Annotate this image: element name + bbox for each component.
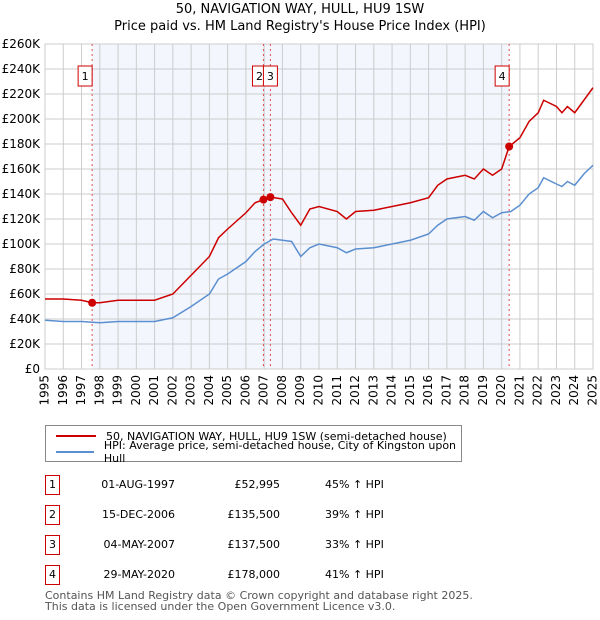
transaction-hpi-change: 45% ↑ HPI [325,478,384,491]
transaction-date: 04-MAY-2007 [103,538,175,551]
y-tick-label: £120K [2,212,42,226]
sale-label-box [77,65,93,87]
legend-item-property: 50, NAVIGATION WAY, HULL, HU9 1SW (semi-… [56,428,447,444]
x-tick-label: 2012 [348,375,362,406]
x-tick-label: 2023 [549,375,563,406]
x-tick-label: 2016 [421,375,435,406]
transaction-number-badge: 3 [45,535,60,555]
x-tick-label: 2015 [403,375,417,406]
sale-label-box [494,65,510,87]
legend-line-red [56,435,96,437]
legend-item-hpi: HPI: Average price, semi-detached house,… [56,439,461,465]
series-line [45,87,594,304]
series-line [44,164,594,324]
x-tick-label: 2022 [531,375,545,406]
sale-label: 2 [256,70,263,83]
transaction-price: £52,995 [234,478,281,491]
y-tick-label: £220K [2,87,42,101]
x-tick-label: 1998 [92,375,106,406]
sale-point [259,195,268,204]
transaction-date: 29-MAY-2020 [103,568,175,581]
transaction-price: £178,000 [227,568,281,581]
x-tick-label: 1996 [56,375,70,406]
transaction-number-badge: 4 [45,565,60,585]
transaction-row: 2 15-DEC-2006 £135,500 39% ↑ HPI [45,505,465,525]
sale-point [88,298,97,307]
y-tick-label: £80K [9,262,41,276]
x-tick-label: 2000 [129,375,143,406]
sale-label: 1 [82,70,89,83]
x-tick-label: 2014 [385,375,399,406]
x-tick-label: 2009 [293,375,307,406]
y-tick-label: £160K [2,162,42,176]
x-tick-label: 2008 [275,375,289,406]
x-tick-label: 2025 [586,375,600,406]
x-tick-label: 2017 [439,375,453,406]
y-tick-label: £100K [2,237,42,251]
transaction-number-badge: 2 [45,505,60,525]
transaction-hpi-change: 39% ↑ HPI [325,508,384,521]
transaction-hpi-change: 41% ↑ HPI [325,568,384,581]
x-tick-label: 1997 [74,375,88,406]
legend-line-blue [56,451,94,453]
x-tick-label: 2013 [366,375,380,406]
transaction-price: £137,500 [227,538,281,551]
sale-label: 3 [267,70,274,83]
y-tick-label: £60K [9,287,41,301]
x-tick-label: 2002 [165,375,179,406]
plot-border [44,43,594,370]
x-tick-label: 2019 [476,375,490,406]
transaction-hpi-change: 33% ↑ HPI [325,538,384,551]
chart-title: 50, NAVIGATION WAY, HULL, HU9 1SW [175,2,425,17]
x-tick-label: 2001 [147,375,161,406]
y-tick-label: £40K [9,312,41,326]
transaction-price: £135,500 [227,508,281,521]
x-tick-label: 1999 [111,375,125,406]
footer: Contains HM Land Registry data © Crown c… [45,590,473,612]
x-tick-label: 2006 [238,375,252,406]
x-tick-label: 2010 [312,375,326,406]
transaction-row: 4 29-MAY-2020 £178,000 41% ↑ HPI [45,565,465,585]
transaction-number-badge: 1 [45,475,60,495]
sale-label: 4 [499,70,506,83]
transaction-row: 3 04-MAY-2007 £137,500 33% ↑ HPI [45,535,465,555]
x-tick-label: 2005 [220,375,234,406]
x-tick-label: 2020 [494,375,508,406]
x-tick-label: 1995 [38,375,52,406]
legend-label: 50, NAVIGATION WAY, HULL, HU9 1SW (semi-… [106,429,447,443]
x-tick-label: 2003 [184,375,198,406]
y-tick-label: £240K [2,62,42,76]
footer-line: Contains HM Land Registry data © Crown c… [45,589,473,602]
footer-line: This data is licensed under the Open Gov… [45,600,396,613]
transaction-date: 01-AUG-1997 [101,478,175,491]
chart-subtitle: Price paid vs. HM Land Registry's House … [114,19,486,34]
transaction-row: 1 01-AUG-1997 £52,995 45% ↑ HPI [45,475,465,495]
x-tick-label: 2011 [330,375,344,406]
x-tick-label: 2018 [458,375,472,406]
y-tick-label: £0 [25,362,40,376]
transaction-date: 15-DEC-2006 [101,508,175,521]
sale-point [505,142,514,151]
y-tick-label: £180K [2,137,42,151]
y-tick-label: £260K [2,37,42,51]
sale-label-box [262,65,278,87]
x-tick-label: 2004 [202,375,216,406]
sale-point [266,193,275,202]
legend: 50, NAVIGATION WAY, HULL, HU9 1SW (semi-… [45,425,462,465]
x-tick-label: 2024 [567,375,581,406]
x-tick-label: 2021 [512,375,526,406]
price-chart: £0 £20K £40K £60K £80K £100K £120K £140K £160K £1… [2,37,600,406]
x-tick-label: 2007 [257,375,271,406]
legend-label: HPI: Average price, semi-detached house,… [103,439,457,465]
y-tick-label: £20K [9,337,41,351]
y-tick-label: £200K [2,112,42,126]
y-tick-label: £140K [2,187,42,201]
